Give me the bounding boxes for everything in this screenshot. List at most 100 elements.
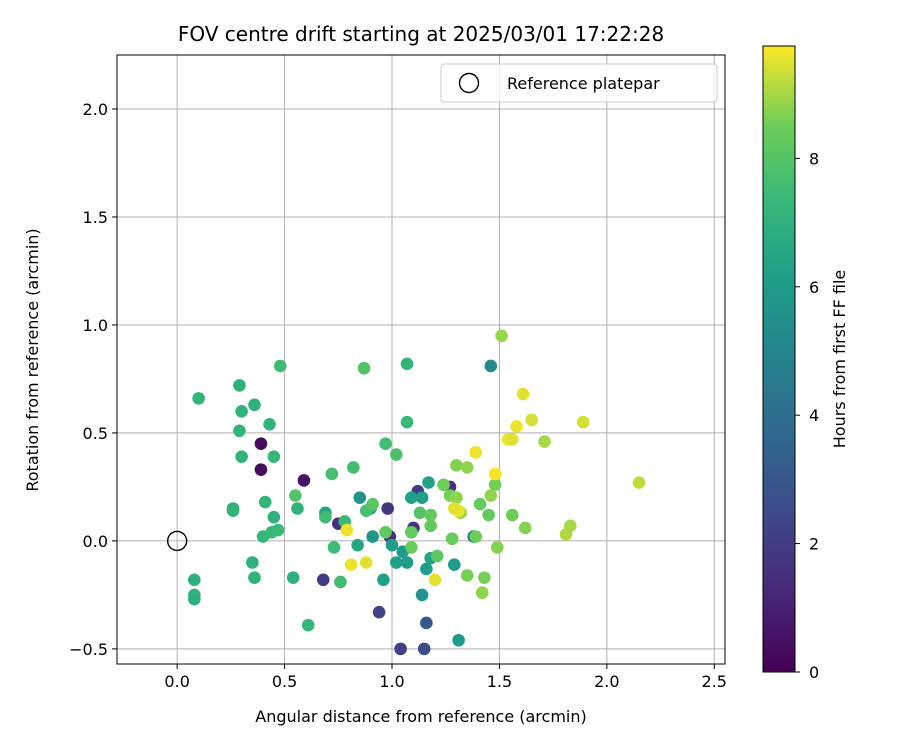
data-point (448, 502, 461, 515)
data-point (246, 556, 259, 569)
data-point (488, 467, 502, 481)
colorbar-bar (762, 45, 796, 673)
data-point (428, 573, 442, 587)
data-point (417, 642, 431, 656)
data-point (389, 556, 403, 569)
data-point (400, 415, 414, 429)
legend-entry-reference: Reference platepar (507, 74, 660, 93)
data-point (564, 519, 577, 533)
colorbar: 0 2 4 6 8 Hours from first FF file (762, 45, 849, 682)
colorbar-tick-label: 8 (809, 149, 819, 168)
data-point (525, 413, 538, 427)
data-point (248, 571, 261, 584)
colorbar-tick-label: 6 (809, 278, 819, 297)
data-point (233, 424, 246, 438)
data-point (460, 461, 474, 474)
y-tick-label: 0.5 (83, 424, 108, 443)
data-point (254, 463, 268, 476)
data-point (422, 476, 435, 489)
plot-area (117, 55, 725, 664)
data-point (632, 476, 646, 489)
data-point (357, 361, 371, 375)
data-point (413, 506, 427, 520)
data-point (484, 489, 498, 502)
data-point (291, 502, 304, 515)
x-tick-label: 2.5 (702, 672, 727, 691)
data-point (518, 521, 532, 535)
colorbar-tick-label: 4 (809, 406, 819, 425)
x-tick-label: 0.0 (164, 672, 189, 691)
data-point (506, 433, 519, 446)
data-point (394, 642, 407, 656)
data-point (248, 398, 261, 412)
data-point (490, 541, 504, 554)
data-point (372, 605, 386, 619)
data-point (482, 508, 495, 522)
data-point (379, 525, 392, 539)
x-axis-label: Angular distance from reference (arcmin) (255, 707, 586, 726)
data-point (258, 495, 272, 509)
data-point (516, 387, 530, 401)
data-point (475, 586, 489, 600)
colorbar-label: Hours from first FF file (830, 270, 849, 449)
plot-frame (116, 54, 726, 665)
y-axis-label: Rotation from reference (arcmin) (23, 228, 42, 491)
data-point (325, 467, 339, 481)
reference-marker-group (166, 530, 188, 552)
data-point (445, 532, 459, 546)
data-point (488, 478, 502, 492)
data-point (405, 525, 418, 539)
data-point (297, 474, 311, 487)
data-point (286, 571, 300, 584)
data-point (538, 435, 551, 448)
data-point (484, 359, 498, 373)
data-point (235, 405, 248, 418)
colorbar-tick-label: 0 (809, 663, 819, 682)
data-point (226, 504, 240, 517)
data-point (235, 450, 248, 463)
data-point (405, 491, 418, 505)
data-point (389, 448, 403, 461)
data-point (400, 556, 414, 569)
y-tick-label: 1.0 (83, 316, 108, 335)
data-point (192, 392, 205, 405)
data-point (265, 525, 278, 539)
data-point (420, 616, 433, 630)
colorbar-ticks: 0 2 4 6 8 (795, 149, 819, 682)
legend: Reference platepar (440, 63, 718, 103)
data-point (424, 508, 437, 522)
data-point (263, 417, 276, 431)
data-point (450, 491, 463, 505)
data-point (506, 508, 519, 522)
data-point (334, 575, 347, 589)
data-point (400, 357, 414, 371)
data-point (273, 359, 287, 373)
colorbar-tick-label: 2 (809, 535, 819, 554)
data-point (267, 510, 281, 524)
chart-title: FOV centre drift starting at 2025/03/01 … (178, 22, 664, 46)
data-point (495, 329, 508, 343)
data-point (301, 618, 315, 632)
x-tick-label: 1.5 (487, 672, 512, 691)
data-point (344, 558, 358, 571)
data-point (351, 538, 364, 552)
data-point (473, 497, 487, 511)
data-point (366, 497, 379, 511)
data-point (478, 571, 491, 584)
data-point (267, 450, 281, 463)
data-point (452, 633, 465, 647)
data-point (381, 502, 394, 515)
data-point (188, 592, 201, 606)
data-point (385, 538, 399, 552)
data-point (576, 415, 590, 429)
y-tick-label: 1.5 (83, 208, 108, 227)
data-point (379, 437, 392, 451)
y-tick-label: −0.5 (69, 640, 108, 659)
x-axis-ticks: 0.0 0.5 1.0 1.5 2.0 2.5 (164, 664, 727, 691)
legend-open-circle-icon (458, 72, 480, 94)
data-point (347, 461, 360, 474)
data-point (254, 437, 268, 451)
x-tick-label: 0.5 (272, 672, 297, 691)
data-point (448, 558, 461, 571)
